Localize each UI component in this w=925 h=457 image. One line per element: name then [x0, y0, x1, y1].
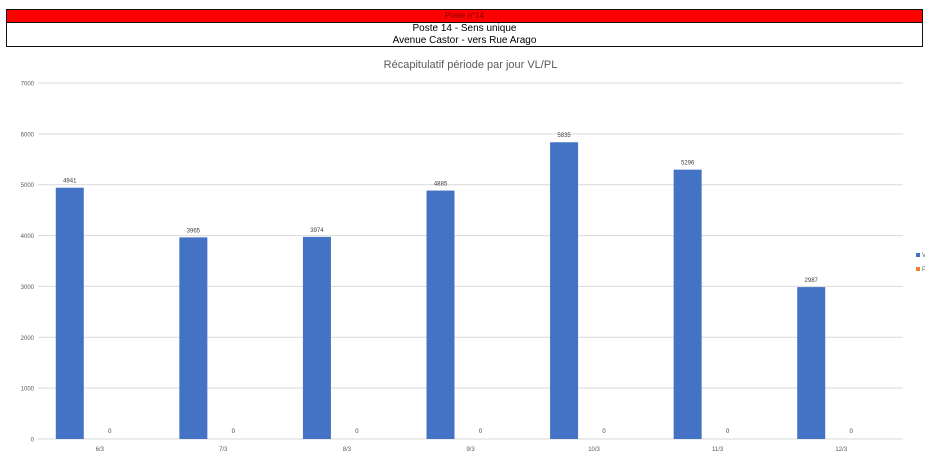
y-tick-label: 7000: [21, 82, 35, 88]
data-label-vl: 2987: [805, 278, 819, 284]
y-tick-label: 3000: [21, 285, 35, 291]
data-label-pl: 0: [108, 429, 112, 435]
bar-vl: [426, 190, 455, 439]
y-tick-label: 2000: [21, 336, 35, 342]
station-direction: Avenue Castor - vers Rue Arago: [392, 35, 537, 46]
y-tick-label: 4000: [21, 234, 35, 240]
data-label-vl: 4885: [434, 182, 448, 188]
data-label-pl: 0: [355, 429, 359, 435]
data-label-pl: 0: [726, 429, 730, 435]
bar-vl: [302, 236, 331, 439]
x-tick-label: 7/3: [219, 447, 228, 453]
data-label-vl: 5296: [681, 161, 695, 167]
station-banner: Poste n°14: [7, 10, 922, 23]
legend-marker-vl: [916, 253, 920, 257]
x-tick-label: 8/3: [343, 447, 352, 453]
bar-vl: [179, 237, 208, 439]
x-tick-label: 12/3: [835, 447, 847, 453]
legend-marker-pl: [916, 267, 920, 271]
data-label-vl: 3965: [187, 228, 201, 234]
data-label-pl: 0: [479, 429, 483, 435]
bar-vl: [55, 187, 84, 439]
data-label-vl: 5835: [557, 133, 571, 139]
y-tick-label: 5000: [21, 183, 35, 189]
bar-vl: [673, 169, 702, 439]
y-tick-label: 6000: [21, 132, 35, 138]
chart-title: Récapitulatif période par jour VL/PL: [384, 59, 558, 71]
station-description: Poste 14 - Sens unique: [412, 23, 517, 34]
y-tick-label: 1000: [21, 387, 35, 393]
data-label-vl: 3974: [310, 228, 324, 234]
y-tick-label: 0: [31, 438, 35, 444]
x-tick-label: 10/3: [588, 447, 600, 453]
data-label-vl: 4941: [63, 179, 77, 185]
x-tick-label: 11/3: [712, 447, 724, 453]
bar-vl: [797, 287, 826, 439]
station-header: Poste n°14 Poste 14 - Sens unique Avenue…: [6, 9, 923, 47]
legend-label-vl: VL: [922, 253, 925, 259]
x-tick-label: 9/3: [466, 447, 475, 453]
legend-label-pl: PL: [922, 267, 925, 273]
data-label-pl: 0: [850, 429, 854, 435]
bar-vl: [550, 142, 579, 439]
x-tick-label: 6/3: [96, 447, 105, 453]
data-label-pl: 0: [232, 429, 236, 435]
data-label-pl: 0: [602, 429, 606, 435]
